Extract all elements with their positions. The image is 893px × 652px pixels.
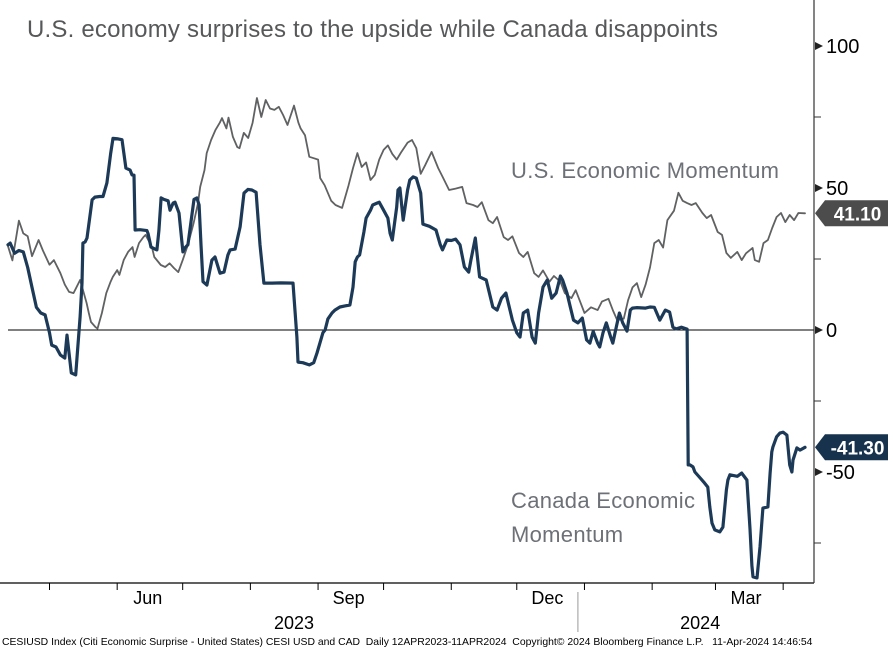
canada-series-line	[6, 136, 807, 580]
y-axis-tick-arrow	[815, 326, 823, 334]
y-axis-label-100: 100	[826, 36, 859, 58]
canada-last-value-text: -41.30	[831, 438, 885, 459]
us-last-value-badge	[815, 200, 888, 227]
y-axis-label-50: 50	[826, 178, 848, 200]
y-axis-label--50: -50	[826, 462, 855, 484]
x-axis-year-label-2024: 2024	[680, 613, 720, 633]
y-axis-tick-arrow	[815, 42, 823, 50]
y-axis-tick-arrow	[815, 184, 823, 192]
x-axis-month-label-sep: Sep	[333, 588, 365, 608]
y-axis-tick-arrow	[815, 468, 823, 476]
x-axis-month-label-mar: Mar	[731, 588, 762, 608]
chart-title: U.S. economy surprises to the upside whi…	[27, 16, 719, 43]
us-last-value-text: 41.10	[834, 204, 882, 225]
x-axis-month-label-jun: Jun	[133, 588, 162, 608]
x-axis-year-label-2023: 2023	[274, 613, 314, 633]
canada-last-value-badge	[815, 434, 888, 461]
x-axis-month-label-dec: Dec	[531, 588, 563, 608]
footer-disclaimer: CESIUSD Index (Citi Economic Surprise - …	[2, 637, 813, 648]
us-series-line	[7, 97, 806, 330]
us-series-label: U.S. Economic Momentum	[511, 158, 780, 183]
canada-series-label: Canada Economic Momentum	[511, 488, 696, 547]
y-axis-label-0: 0	[826, 320, 837, 342]
